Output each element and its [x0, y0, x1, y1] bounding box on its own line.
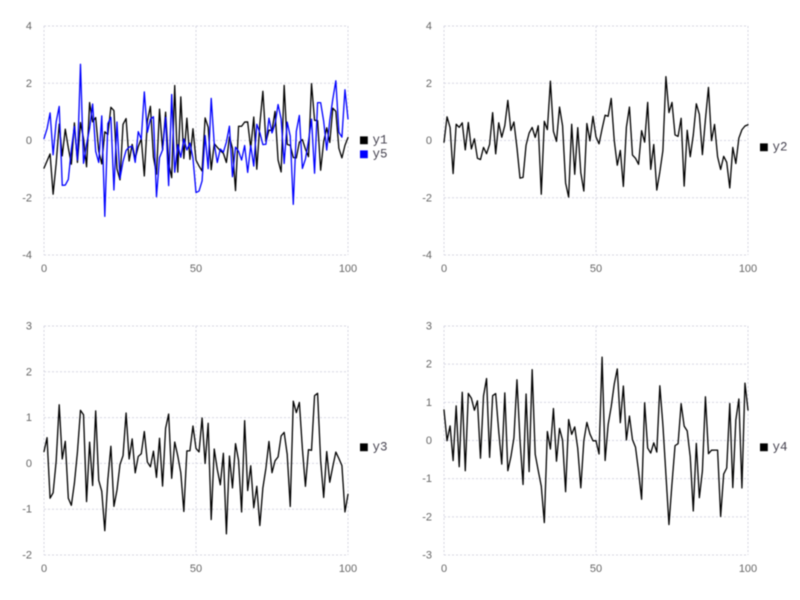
svg-text:y3: y3: [373, 441, 388, 455]
svg-text:4: 4: [26, 21, 32, 33]
svg-text:y5: y5: [373, 148, 388, 162]
svg-text:50: 50: [590, 563, 602, 575]
svg-text:0: 0: [41, 563, 47, 575]
svg-text:0: 0: [441, 563, 447, 575]
svg-text:3: 3: [426, 321, 432, 333]
svg-text:2: 2: [426, 78, 432, 90]
svg-text:100: 100: [739, 563, 757, 575]
svg-text:y2: y2: [773, 141, 788, 155]
svg-text:2: 2: [26, 78, 32, 90]
svg-text:y1: y1: [373, 134, 388, 148]
svg-text:3: 3: [26, 321, 32, 333]
svg-text:-2: -2: [22, 550, 32, 562]
svg-text:0: 0: [426, 435, 432, 447]
svg-text:2: 2: [426, 359, 432, 371]
svg-text:50: 50: [590, 263, 602, 275]
svg-text:-1: -1: [22, 504, 32, 516]
svg-text:-2: -2: [22, 192, 32, 204]
svg-text:100: 100: [739, 263, 757, 275]
svg-text:-4: -4: [22, 250, 32, 262]
svg-text:1: 1: [426, 397, 432, 409]
svg-text:1: 1: [26, 412, 32, 424]
svg-text:-1: -1: [422, 473, 432, 485]
svg-text:0: 0: [26, 458, 32, 470]
svg-text:-2: -2: [422, 192, 432, 204]
svg-text:0: 0: [41, 263, 47, 275]
svg-text:0: 0: [441, 263, 447, 275]
svg-text:50: 50: [190, 263, 202, 275]
svg-text:-2: -2: [422, 511, 432, 523]
svg-text:100: 100: [339, 563, 357, 575]
svg-text:-4: -4: [422, 250, 432, 262]
svg-text:y4: y4: [773, 441, 788, 455]
svg-text:0: 0: [426, 135, 432, 147]
svg-text:4: 4: [426, 21, 432, 33]
svg-text:0: 0: [26, 135, 32, 147]
svg-text:2: 2: [26, 366, 32, 378]
svg-text:100: 100: [339, 263, 357, 275]
svg-text:50: 50: [190, 563, 202, 575]
svg-text:-3: -3: [422, 550, 432, 562]
